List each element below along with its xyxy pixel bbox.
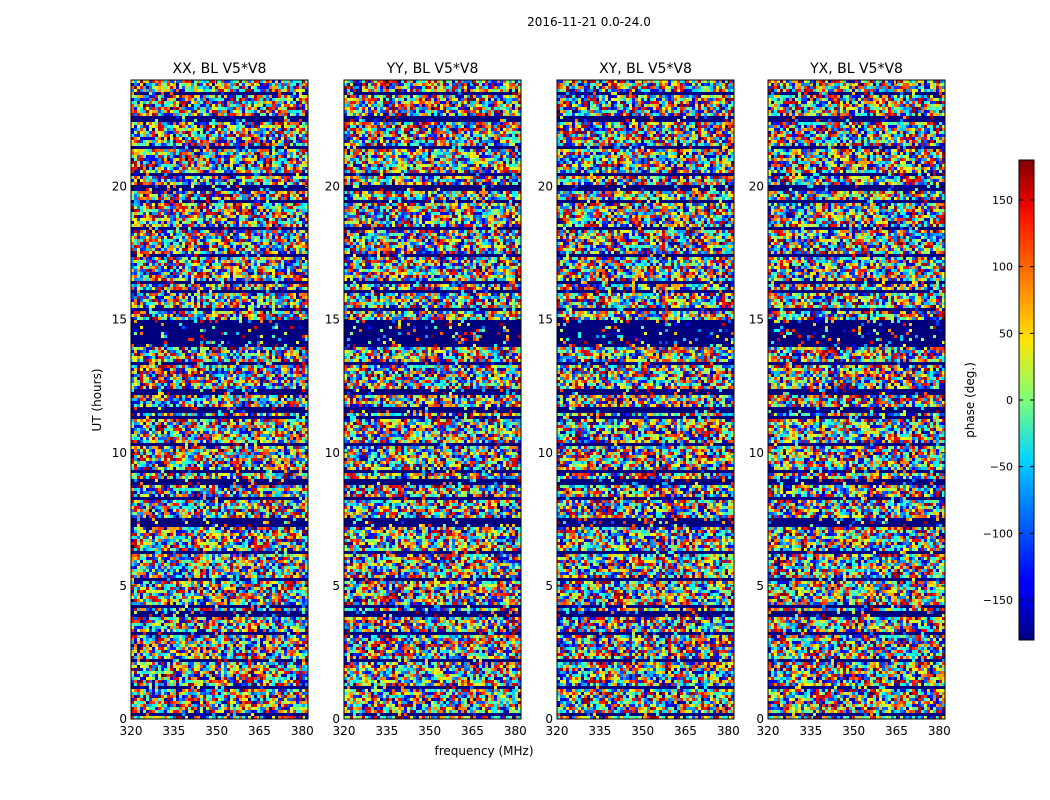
x-tick-label: 365	[248, 724, 271, 738]
x-tick-label: 320	[757, 724, 780, 738]
panel-heatmap	[344, 80, 521, 719]
y-tick-label: 15	[538, 313, 553, 327]
panel-3: XY, BL V5*V8 320 335 350 365 380 0 5 10 15 20	[538, 61, 740, 738]
y-tick-label: 20	[325, 180, 340, 194]
x-tick-label: 335	[799, 724, 822, 738]
y-tick-label: 10	[325, 446, 340, 460]
figure-title: 2016-11-21 0.0-24.0	[527, 15, 651, 29]
panel-heatmap	[131, 80, 308, 719]
y-tick-label: 15	[112, 313, 127, 327]
y-tick-label: 20	[749, 180, 764, 194]
panel-title: XX, BL V5*V8	[173, 61, 267, 77]
y-tick-label: 5	[332, 579, 340, 593]
y-tick-label: 0	[756, 712, 764, 726]
y-tick-label: 20	[112, 180, 127, 194]
colorbar-tick-label: −150	[983, 594, 1013, 607]
panel-title: YY, BL V5*V8	[386, 61, 479, 77]
y-axis-label: UT (hours)	[90, 368, 104, 431]
colorbar-tick-label: −100	[983, 527, 1013, 540]
x-tick-label: 350	[842, 724, 865, 738]
x-tick-label: 335	[375, 724, 398, 738]
y-tick-label: 15	[749, 313, 764, 327]
y-tick-label: 5	[756, 579, 764, 593]
x-tick-label: 365	[885, 724, 908, 738]
panel-1: XX, BL V5*V8 320 335 350 365 380 0 5 10 15 20	[112, 61, 314, 738]
x-tick-label: 365	[461, 724, 484, 738]
panel-title: XY, BL V5*V8	[599, 61, 692, 77]
x-tick-label: 350	[418, 724, 441, 738]
x-tick-label: 350	[205, 724, 228, 738]
panel-heatmap	[768, 80, 945, 719]
colorbar-tick-label: 100	[992, 261, 1013, 274]
y-tick-label: 10	[538, 446, 553, 460]
x-tick-label: 320	[546, 724, 569, 738]
y-tick-label: 20	[538, 180, 553, 194]
y-tick-label: 0	[119, 712, 127, 726]
x-tick-label: 365	[674, 724, 697, 738]
y-tick-label: 15	[325, 313, 340, 327]
panel-2: YY, BL V5*V8 320 335 350 365 380 0 5 10 15 20	[325, 61, 527, 738]
x-tick-label: 320	[120, 724, 143, 738]
x-tick-label: 335	[162, 724, 185, 738]
colorbar-tick-label: −50	[990, 461, 1013, 474]
panel-heatmap	[557, 80, 734, 719]
y-tick-label: 0	[332, 712, 340, 726]
y-tick-label: 5	[119, 579, 127, 593]
colorbar-tick-label: 150	[992, 194, 1013, 207]
x-tick-label: 380	[928, 724, 951, 738]
colorbar-tick-label: 0	[1006, 394, 1013, 407]
x-tick-label: 320	[333, 724, 356, 738]
colorbar-tick-label: 50	[999, 327, 1013, 340]
x-tick-label: 350	[631, 724, 654, 738]
colorbar: −150 −100 −50 0 50 100 150 phase (deg.)	[963, 160, 1034, 640]
y-tick-label: 10	[749, 446, 764, 460]
y-tick-label: 5	[545, 579, 553, 593]
x-tick-label: 380	[291, 724, 314, 738]
y-tick-label: 10	[112, 446, 127, 460]
x-axis-label: frequency (MHz)	[434, 744, 533, 758]
y-tick-label: 0	[545, 712, 553, 726]
x-tick-label: 380	[717, 724, 740, 738]
panel-4: YX, BL V5*V8 320 335 350 365 380 0 5 10 15 20	[749, 61, 951, 738]
x-tick-label: 335	[588, 724, 611, 738]
colorbar-label: phase (deg.)	[963, 362, 977, 438]
x-tick-label: 380	[504, 724, 527, 738]
panel-title: YX, BL V5*V8	[809, 61, 903, 77]
